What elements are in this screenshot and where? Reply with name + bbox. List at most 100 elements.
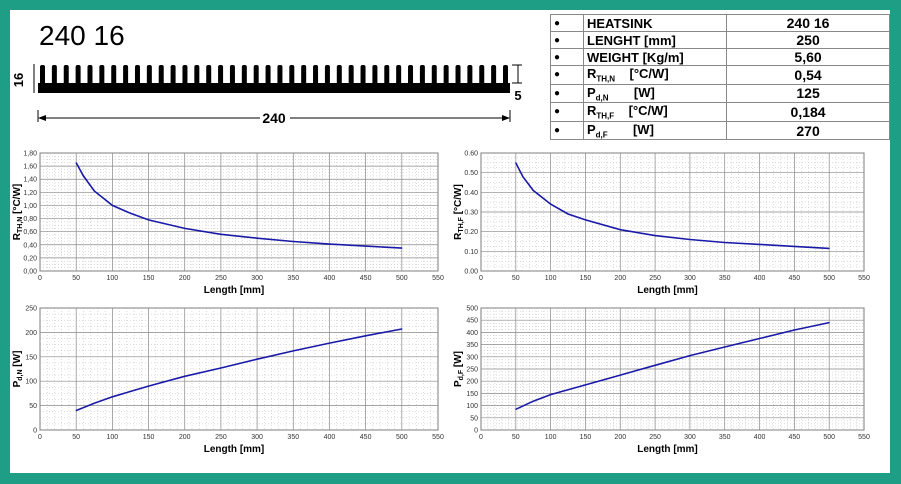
- spec-table: ● HEATSINK 240 16 ● LENGHT [mm] 250 ● WEIGHT …: [550, 14, 890, 141]
- x-axis-label: Length [mm]: [204, 285, 265, 296]
- x-axis-label: Length [mm]: [637, 285, 698, 296]
- data-point: [584, 384, 587, 386]
- heatsink-fin: [229, 65, 235, 85]
- y-tick-label: 400: [466, 330, 478, 337]
- heatsink-fin: [313, 65, 319, 85]
- spec-row: ● RTH,F [°C/W] 0,184: [550, 102, 890, 122]
- bullet-icon: ●: [550, 102, 584, 122]
- heatsink-fin: [63, 65, 69, 85]
- data-point: [550, 203, 552, 205]
- y-axis-subscript: d,F: [458, 369, 465, 380]
- y-tick-label: 0,20: [23, 255, 37, 262]
- heatsink-fin: [336, 65, 342, 85]
- heatsink-fin: [372, 65, 378, 85]
- data-point: [75, 162, 77, 164]
- heatsink-fin: [384, 65, 390, 85]
- data-point: [220, 233, 222, 235]
- x-tick-label: 50: [512, 275, 520, 282]
- x-tick-label: 350: [287, 434, 299, 441]
- heatsink-fin: [348, 65, 354, 85]
- y-tick-label: 0.20: [464, 229, 478, 236]
- x-tick-label: 350: [719, 434, 731, 441]
- y-tick-label: 0.30: [464, 210, 478, 217]
- x-tick-label: 550: [858, 434, 870, 441]
- data-point: [724, 241, 726, 244]
- spec-symbol: P: [587, 84, 596, 100]
- data-point: [828, 322, 830, 324]
- spec-subscript: d,F: [595, 130, 608, 140]
- heatsink-fin: [324, 65, 330, 85]
- x-tick-label: 350: [719, 275, 731, 282]
- spec-symbol: R: [587, 103, 597, 119]
- heatsink-fin: [396, 65, 402, 85]
- data-point: [654, 364, 656, 366]
- data-point: [401, 247, 403, 249]
- spec-subscript: TH,F: [596, 111, 615, 121]
- x-tick-label: 0: [38, 275, 42, 282]
- y-tick-label: 50: [29, 403, 37, 410]
- x-tick-label: 150: [580, 434, 592, 441]
- data-point: [689, 354, 691, 357]
- heatsink-fin: [408, 65, 414, 85]
- y-tick-label: 0.10: [464, 249, 478, 256]
- spec-label: WEIGHT [Kg/m]: [582, 48, 728, 66]
- x-tick-label: 150: [143, 434, 155, 441]
- heatsink-fin: [491, 65, 497, 85]
- spec-unit: [°C/W]: [629, 66, 669, 81]
- heatsink-fin: [241, 65, 247, 85]
- bullet-icon: ●: [550, 14, 584, 32]
- spec-unit: [W]: [632, 121, 654, 137]
- heatsink-fin: [467, 65, 473, 85]
- x-tick-label: 450: [789, 434, 801, 441]
- y-axis-symbol: R: [12, 232, 23, 240]
- data-point: [292, 350, 294, 352]
- spec-symbol: P: [587, 121, 596, 137]
- heatsink-fin: [218, 65, 224, 85]
- y-tick-label: 1,80: [23, 151, 37, 158]
- heatsink-profile-drawing: 240 16 5: [11, 64, 522, 126]
- spec-subscript: d,N: [595, 93, 609, 103]
- x-tick-label: 0: [38, 434, 42, 441]
- data-point: [522, 176, 524, 178]
- x-tick-label: 400: [324, 434, 336, 441]
- y-tick-label: 350: [466, 342, 478, 349]
- heatsink-fin: [419, 65, 425, 85]
- x-tick-label: 450: [360, 434, 372, 441]
- data-point: [550, 394, 552, 396]
- y-tick-label: 200: [466, 379, 478, 386]
- chart-rth-natural: 0 50 100 150 200 250 300 350 400 450 500 550 0,00 0,2…: [12, 151, 444, 297]
- fin-dim-label: 5: [514, 88, 521, 103]
- data-point: [256, 237, 258, 239]
- y-tick-label: 1,00: [23, 203, 37, 210]
- data-point: [793, 329, 795, 331]
- chart-pd-forced: 0 50 100 150 200 250 300 350 400 450 500 550 0 50 100 1…: [453, 306, 870, 456]
- data-point: [147, 385, 150, 387]
- x-tick-label: 100: [107, 275, 119, 282]
- page-title: 240 16: [39, 20, 125, 51]
- x-axis-label: Length [mm]: [637, 444, 698, 455]
- y-axis-label: RTH,F [°C/W]: [453, 184, 465, 240]
- y-axis-subscript: d,N: [17, 369, 24, 380]
- data-point: [793, 245, 795, 248]
- data-point: [515, 162, 517, 164]
- spec-row: ● HEATSINK 240 16: [550, 14, 890, 32]
- y-tick-label: 100: [466, 403, 478, 410]
- heatsink-fin: [479, 65, 485, 85]
- y-tick-label: 250: [25, 306, 37, 313]
- x-tick-label: 100: [545, 275, 557, 282]
- data-point: [184, 227, 186, 229]
- x-tick-label: 400: [324, 275, 336, 282]
- heatsink-fin: [277, 65, 283, 85]
- y-tick-label: 0: [474, 428, 478, 435]
- y-tick-label: 0.50: [464, 170, 478, 177]
- spec-label: LENGHT [mm]: [582, 31, 728, 49]
- x-tick-label: 200: [614, 434, 626, 441]
- x-tick-label: 550: [432, 434, 444, 441]
- y-axis-symbol: P: [453, 380, 464, 387]
- data-point: [532, 400, 534, 402]
- x-tick-label: 0: [479, 275, 483, 282]
- x-tick-label: 550: [858, 275, 870, 282]
- spec-unit: [W]: [633, 84, 655, 100]
- heatsink-fin: [40, 65, 45, 85]
- heatsink-fin: [182, 65, 188, 85]
